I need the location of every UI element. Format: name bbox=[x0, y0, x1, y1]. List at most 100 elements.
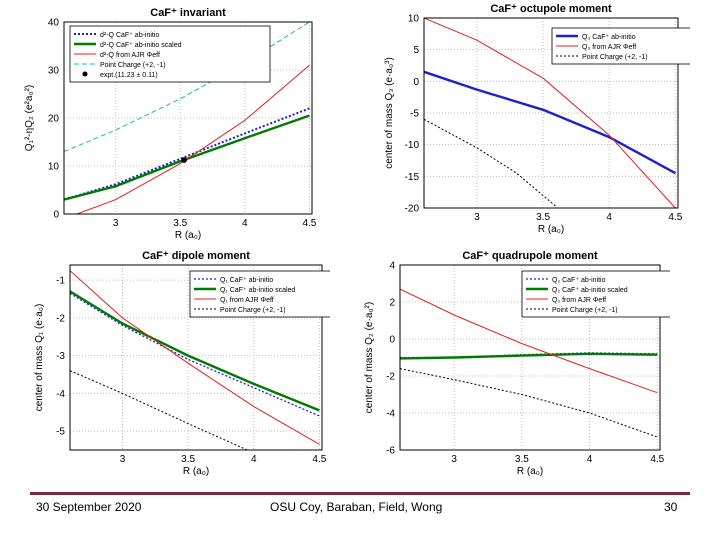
plot-frame bbox=[423, 17, 679, 209]
legend-label: Q₂ CaF⁺ ab-initio scaled bbox=[552, 287, 628, 294]
plot-frame bbox=[399, 264, 661, 451]
y-tick-label: -1 bbox=[56, 276, 65, 287]
series-line bbox=[70, 290, 320, 412]
y-tick-label: -2 bbox=[56, 313, 65, 324]
x-tick-label: 4.5 bbox=[650, 454, 664, 465]
y-tick-label: -15 bbox=[405, 172, 420, 183]
x-axis-label: R (a₀) bbox=[175, 230, 201, 240]
legend-box bbox=[69, 25, 271, 83]
x-tick-label: 3 bbox=[474, 212, 480, 223]
legend: Q₂ CaF⁺ ab-initio Q₂ CaF⁺ ab-initio scale… bbox=[521, 270, 683, 318]
x-axis-label: R (a₀) bbox=[538, 224, 564, 234]
legend-marker bbox=[82, 71, 88, 77]
legend-label: Q₂ from AJR Φeff bbox=[552, 297, 606, 304]
x-tick-label: 3 bbox=[120, 454, 126, 465]
y-tick-label: -5 bbox=[56, 427, 65, 438]
footer-authors: OSU Coy, Baraban, Field, Wong bbox=[270, 500, 443, 514]
y-axis-label: center of mass Q₃ (e·a₀³) bbox=[384, 57, 395, 169]
y-axis-label: center of mass Q₁ (e·a₀) bbox=[34, 304, 45, 412]
footer-rule bbox=[30, 492, 690, 495]
series-line bbox=[400, 352, 658, 360]
legend: Q₃ CaF⁺ ab-initio Q₃ from AJR Φeff Point C… bbox=[551, 27, 703, 65]
chart-svg: 3 3.5 4 4.5 -5 -4 -3 -2 -1 CaF⁺ dipole moment R (a… bbox=[34, 250, 351, 477]
y-tick-label: -4 bbox=[386, 409, 395, 420]
legend-label: Q₃ CaF⁺ ab-initio bbox=[582, 34, 636, 41]
x-tick-label: 4 bbox=[251, 454, 257, 465]
x-tick-label: 3.5 bbox=[536, 212, 550, 223]
x-tick-label: 4.5 bbox=[302, 218, 316, 229]
series-line bbox=[70, 370, 248, 450]
y-tick-label: 20 bbox=[48, 114, 60, 125]
panel-invariant: 3 3.5 4 4.5 0 10 20 30 40 CaF⁺ invariant R (a₀) Q₁²… bbox=[20, 2, 320, 241]
x-tick-label: 3 bbox=[113, 218, 119, 229]
x-tick-label: 3 bbox=[451, 454, 457, 465]
legend-label: d²-Q CaF⁺ ab-initio scaled bbox=[100, 42, 182, 49]
series-line bbox=[75, 64, 310, 214]
legend-label: Point Charge (+2, -1) bbox=[582, 54, 648, 61]
x-tick-label: 3.5 bbox=[173, 218, 187, 229]
legend-label: expt.(11.23 ± 0.11) bbox=[100, 72, 158, 79]
series-line bbox=[70, 270, 320, 445]
legend-label: Q₃ from AJR Φeff bbox=[582, 44, 636, 51]
y-tick-label: 30 bbox=[48, 66, 60, 77]
legend-label: Point Charge (+2, -1) bbox=[220, 307, 286, 314]
x-tick-label: 4 bbox=[587, 454, 593, 465]
panel-octupole: 3 3.5 4 4.5 -20 -15 -10 -5 0 5 10 CaF⁺ octupole mom… bbox=[380, 2, 703, 235]
legend-label: Q₁ CaF⁺ ab-initio bbox=[220, 277, 273, 284]
chart-svg: 3 3.5 4 4.5 -20 -15 -10 -5 0 5 10 CaF⁺ octupole mom… bbox=[384, 3, 703, 235]
panel-quadrupole: 3 3.5 4 4.5 -6 -4 -2 0 2 4 CaF⁺ quadrupole moment R… bbox=[360, 245, 683, 480]
legend-label: d²-Q CaF⁺ ab-initio bbox=[100, 32, 159, 39]
x-tick-label: 3.5 bbox=[181, 454, 195, 465]
series-line bbox=[400, 288, 658, 394]
y-tick-label: 4 bbox=[389, 261, 395, 272]
legend-label: Point Charge (+2, -1) bbox=[100, 62, 166, 69]
chart-title: CaF⁺ invariant bbox=[150, 7, 226, 19]
y-tick-label: 0 bbox=[53, 210, 59, 221]
chart-title: CaF⁺ octupole moment bbox=[490, 3, 612, 15]
panel-dipole: 3 3.5 4 4.5 -5 -4 -3 -2 -1 CaF⁺ dipole moment R (a… bbox=[30, 245, 351, 480]
legend-label: Point Charge (+2, -1) bbox=[552, 307, 618, 314]
footer-page-number: 30 bbox=[664, 500, 678, 514]
chart-svg: 3 3.5 4 4.5 -6 -4 -2 0 2 4 CaF⁺ quadrupole moment R… bbox=[364, 250, 683, 477]
y-tick-label: -5 bbox=[410, 109, 419, 120]
series-line bbox=[424, 18, 676, 208]
x-axis-label: R (a₀) bbox=[517, 466, 543, 477]
legend-box bbox=[189, 270, 351, 318]
series-line bbox=[424, 70, 676, 175]
x-tick-label: 4 bbox=[242, 218, 248, 229]
plot-frame bbox=[69, 264, 323, 451]
series-line bbox=[400, 368, 658, 438]
y-tick-label: 10 bbox=[408, 14, 420, 25]
legend: Q₁ CaF⁺ ab-initio Q₁ CaF⁺ ab-initio scale… bbox=[189, 270, 351, 318]
legend-label: Q₁ from AJR Φeff bbox=[220, 297, 274, 304]
plot-frame bbox=[63, 21, 313, 215]
y-axis-label: center of mass Q₂ (e·a₀²) bbox=[364, 302, 375, 413]
series-line bbox=[70, 292, 320, 417]
legend: d²-Q CaF⁺ ab-initio d²-Q CaF⁺ ab-initio s… bbox=[69, 25, 271, 83]
x-tick-label: 3.5 bbox=[515, 454, 529, 465]
footer-date: 30 September 2020 bbox=[36, 500, 142, 514]
legend-box bbox=[521, 270, 683, 318]
y-tick-label: 0 bbox=[389, 335, 395, 346]
y-tick-label: -4 bbox=[56, 389, 65, 400]
y-tick-label: -20 bbox=[405, 204, 420, 215]
y-tick-label: -10 bbox=[405, 140, 420, 151]
legend-label: d²-Q from AJR Φeff bbox=[100, 52, 160, 59]
series-line bbox=[64, 107, 310, 201]
data-point bbox=[181, 157, 187, 163]
y-tick-label: 40 bbox=[48, 18, 60, 29]
y-tick-label: 5 bbox=[413, 45, 419, 56]
y-tick-label: -2 bbox=[386, 372, 395, 383]
y-tick-label: 10 bbox=[48, 162, 60, 173]
legend-label: Q₁ CaF⁺ ab-initio scaled bbox=[220, 287, 295, 294]
series-line bbox=[424, 118, 557, 208]
chart-title: CaF⁺ dipole moment bbox=[142, 250, 250, 262]
legend-label: Q₂ CaF⁺ ab-initio bbox=[552, 277, 606, 284]
x-axis-label: R (a₀) bbox=[183, 466, 209, 477]
y-axis-label: Q₁²-ηQ₂ (e²a₀²) bbox=[24, 85, 35, 151]
chart-title: CaF⁺ quadrupole moment bbox=[462, 250, 598, 262]
chart-svg: 3 3.5 4 4.5 0 10 20 30 40 CaF⁺ invariant R (a₀) Q₁²… bbox=[24, 7, 317, 241]
x-tick-label: 4.5 bbox=[668, 212, 682, 223]
y-tick-label: 0 bbox=[413, 77, 419, 88]
series-line bbox=[64, 114, 310, 201]
